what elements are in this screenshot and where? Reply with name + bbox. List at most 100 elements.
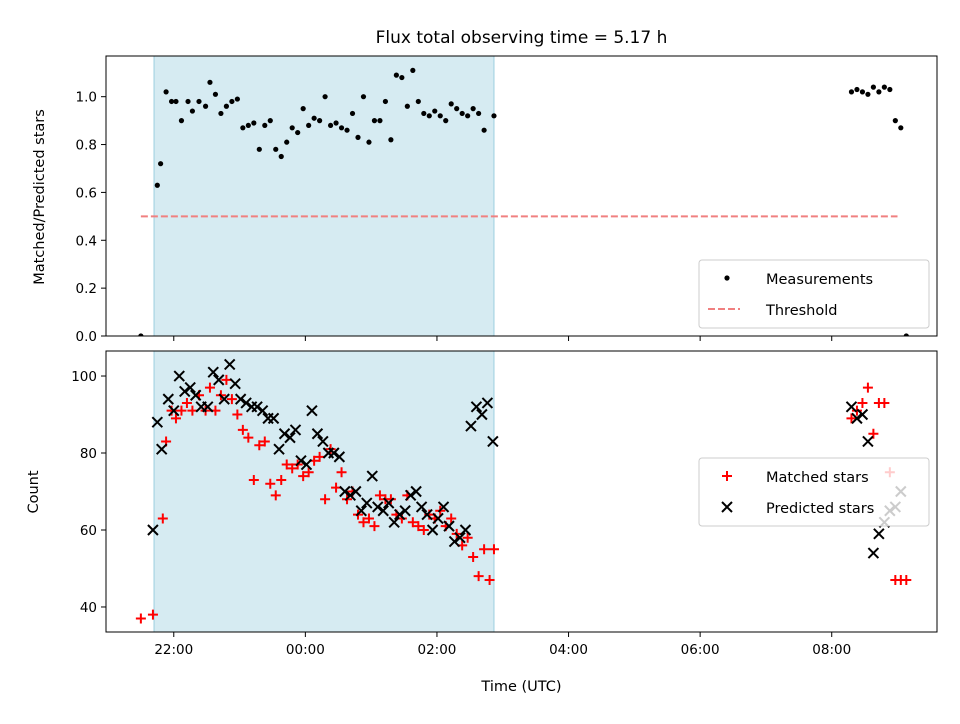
data-markers (138, 67, 909, 336)
point-dot-4 (168, 98, 175, 105)
point-dot-58 (465, 113, 471, 119)
point-dot-68 (876, 89, 882, 95)
point-dot-20 (256, 146, 262, 152)
legend-label: Matched stars (766, 470, 869, 486)
data-markers (135, 358, 912, 624)
point-plus-65 (851, 405, 862, 416)
point-plus-14 (221, 374, 232, 385)
y-axis-label-top: Matched/Predicted stars (32, 109, 48, 285)
point-x-25 (284, 431, 296, 444)
point-dot-65 (859, 89, 866, 95)
point-plus-25 (281, 459, 292, 470)
point-dot-40 (366, 139, 372, 145)
point-plus-34 (331, 482, 342, 493)
point-dot-48 (410, 67, 416, 73)
point-plus-23 (270, 490, 281, 501)
point-dot-66 (865, 91, 871, 97)
point-dot-2 (158, 161, 164, 167)
point-x-68 (873, 528, 885, 540)
point-x-43 (382, 497, 395, 509)
point-dot-39 (360, 94, 367, 100)
point-dot-33 (327, 122, 334, 129)
point-plus-11 (204, 382, 215, 393)
y-tick-label: 0.4 (76, 233, 97, 249)
point-x-40 (366, 470, 378, 482)
point-x-67 (867, 547, 880, 559)
point-x-13 (218, 393, 230, 405)
chart-title: Flux total observing time = 5.17 h (376, 28, 668, 48)
point-dot-70 (887, 86, 893, 93)
point-dot-22 (267, 118, 273, 124)
point-x-16 (234, 393, 247, 405)
point-x-24 (278, 428, 291, 440)
point-x-42 (377, 505, 389, 517)
point-x-10 (202, 401, 214, 413)
point-dot-16 (234, 96, 240, 102)
point-x-59 (470, 401, 483, 413)
point-plus-5 (170, 413, 181, 424)
point-x-5 (173, 370, 185, 382)
point-x-12 (213, 374, 225, 386)
point-plus-31 (314, 451, 325, 462)
point-dot-27 (295, 129, 301, 136)
x-tick-label: 00:00 (286, 642, 325, 658)
point-dot-21 (262, 122, 268, 129)
point-dot-13 (218, 110, 224, 117)
point-dot-38 (355, 134, 361, 140)
point-x-55 (448, 535, 461, 548)
point-plus-67 (862, 382, 873, 393)
point-x-30 (311, 428, 324, 440)
y-tick-label: 80 (80, 446, 97, 462)
point-plus-0 (135, 613, 146, 624)
point-x-47 (404, 489, 417, 502)
point-x-2 (155, 443, 168, 455)
point-dot-15 (229, 98, 235, 105)
point-x-19 (251, 401, 263, 413)
point-x-31 (317, 435, 329, 448)
legend-box (698, 259, 930, 329)
point-x-33 (328, 447, 340, 459)
y-tick-label: 0.0 (76, 329, 97, 345)
point-plus-6 (176, 405, 187, 416)
point-x-20 (256, 404, 269, 417)
point-x-57 (459, 524, 472, 536)
point-dot-55 (448, 101, 454, 107)
point-plus-62 (484, 575, 495, 586)
point-dot-44 (388, 137, 394, 143)
point-dot-31 (317, 118, 323, 124)
point-x-50 (421, 508, 433, 521)
point-x-26 (289, 424, 302, 436)
point-x-38 (355, 505, 367, 517)
point-dot-59 (470, 106, 476, 112)
point-plus-8 (187, 405, 198, 416)
legend-label: Measurements (766, 272, 873, 288)
point-x-39 (361, 497, 373, 509)
point-plus-1 (147, 609, 158, 620)
point-plus-2 (157, 513, 168, 524)
point-x-41 (372, 501, 384, 513)
point-dot-60 (476, 110, 482, 117)
observing-window-shade (153, 55, 495, 337)
point-dot-64 (854, 86, 860, 93)
point-dot-63 (848, 89, 855, 95)
point-x-54 (443, 520, 455, 532)
point-x-63 (845, 401, 858, 413)
point-x-36 (344, 489, 357, 502)
point-x-35 (339, 485, 351, 498)
point-x-29 (306, 404, 318, 417)
point-dot-5 (173, 98, 179, 105)
legend-label: Threshold (765, 303, 837, 319)
point-x-27 (295, 454, 307, 467)
point-dot-47 (404, 103, 410, 109)
point-dot-1 (154, 182, 160, 188)
x-tick-label: 04:00 (549, 642, 588, 658)
point-x-8 (189, 389, 202, 401)
point-x-62 (487, 435, 499, 448)
point-plus-32 (320, 494, 331, 505)
point-plus-22 (265, 478, 276, 489)
point-x-23 (273, 443, 285, 455)
x-tick-label: 02:00 (417, 642, 456, 658)
legend-label: Predicted stars (766, 501, 874, 517)
x-axis-label: Time (UTC) (480, 679, 561, 695)
point-dot-61 (481, 127, 487, 133)
